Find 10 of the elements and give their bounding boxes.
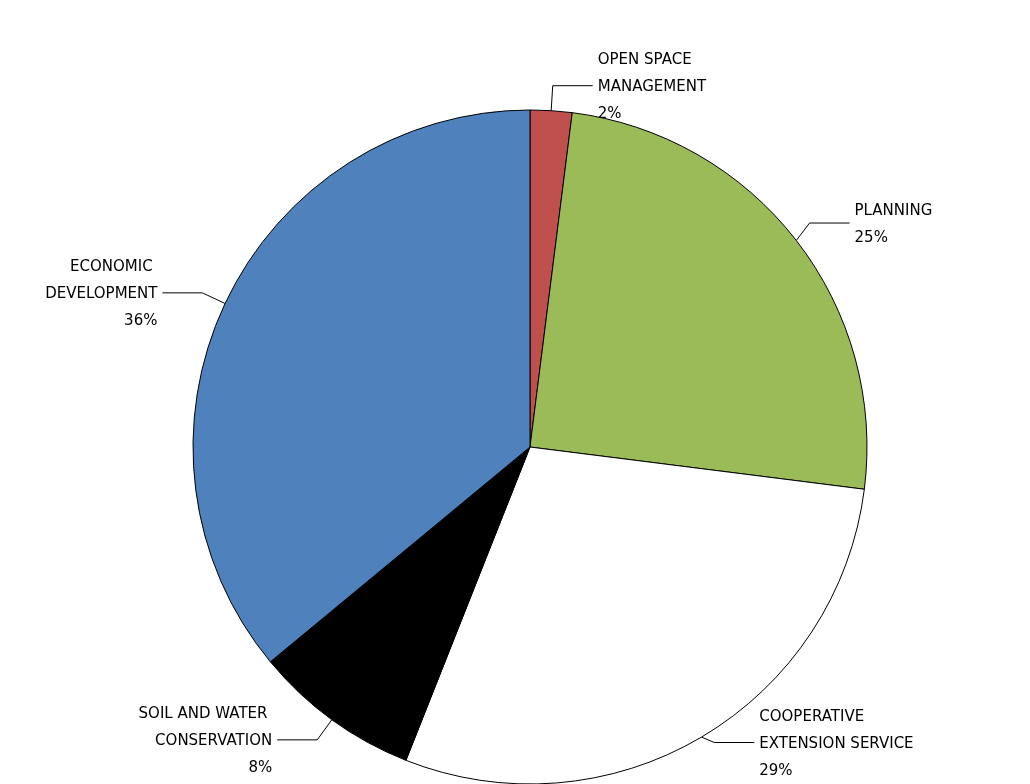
slice-label: SOIL AND WATER CONSERVATION <box>138 703 273 749</box>
slice-label: PLANNING <box>854 200 933 219</box>
data-label: 25% <box>854 227 888 246</box>
data-label: 8% <box>248 757 273 776</box>
data-label: 29% <box>759 760 793 779</box>
slice-label: ECONOMIC DEVELOPMENT <box>45 256 159 302</box>
slice-label: OPEN SPACE MANAGEMENT <box>597 49 707 95</box>
data-label: 2% <box>597 103 622 122</box>
slice-label: COOPERATIVE EXTENSION SERVICE <box>759 706 914 752</box>
data-label: 36% <box>124 310 158 329</box>
